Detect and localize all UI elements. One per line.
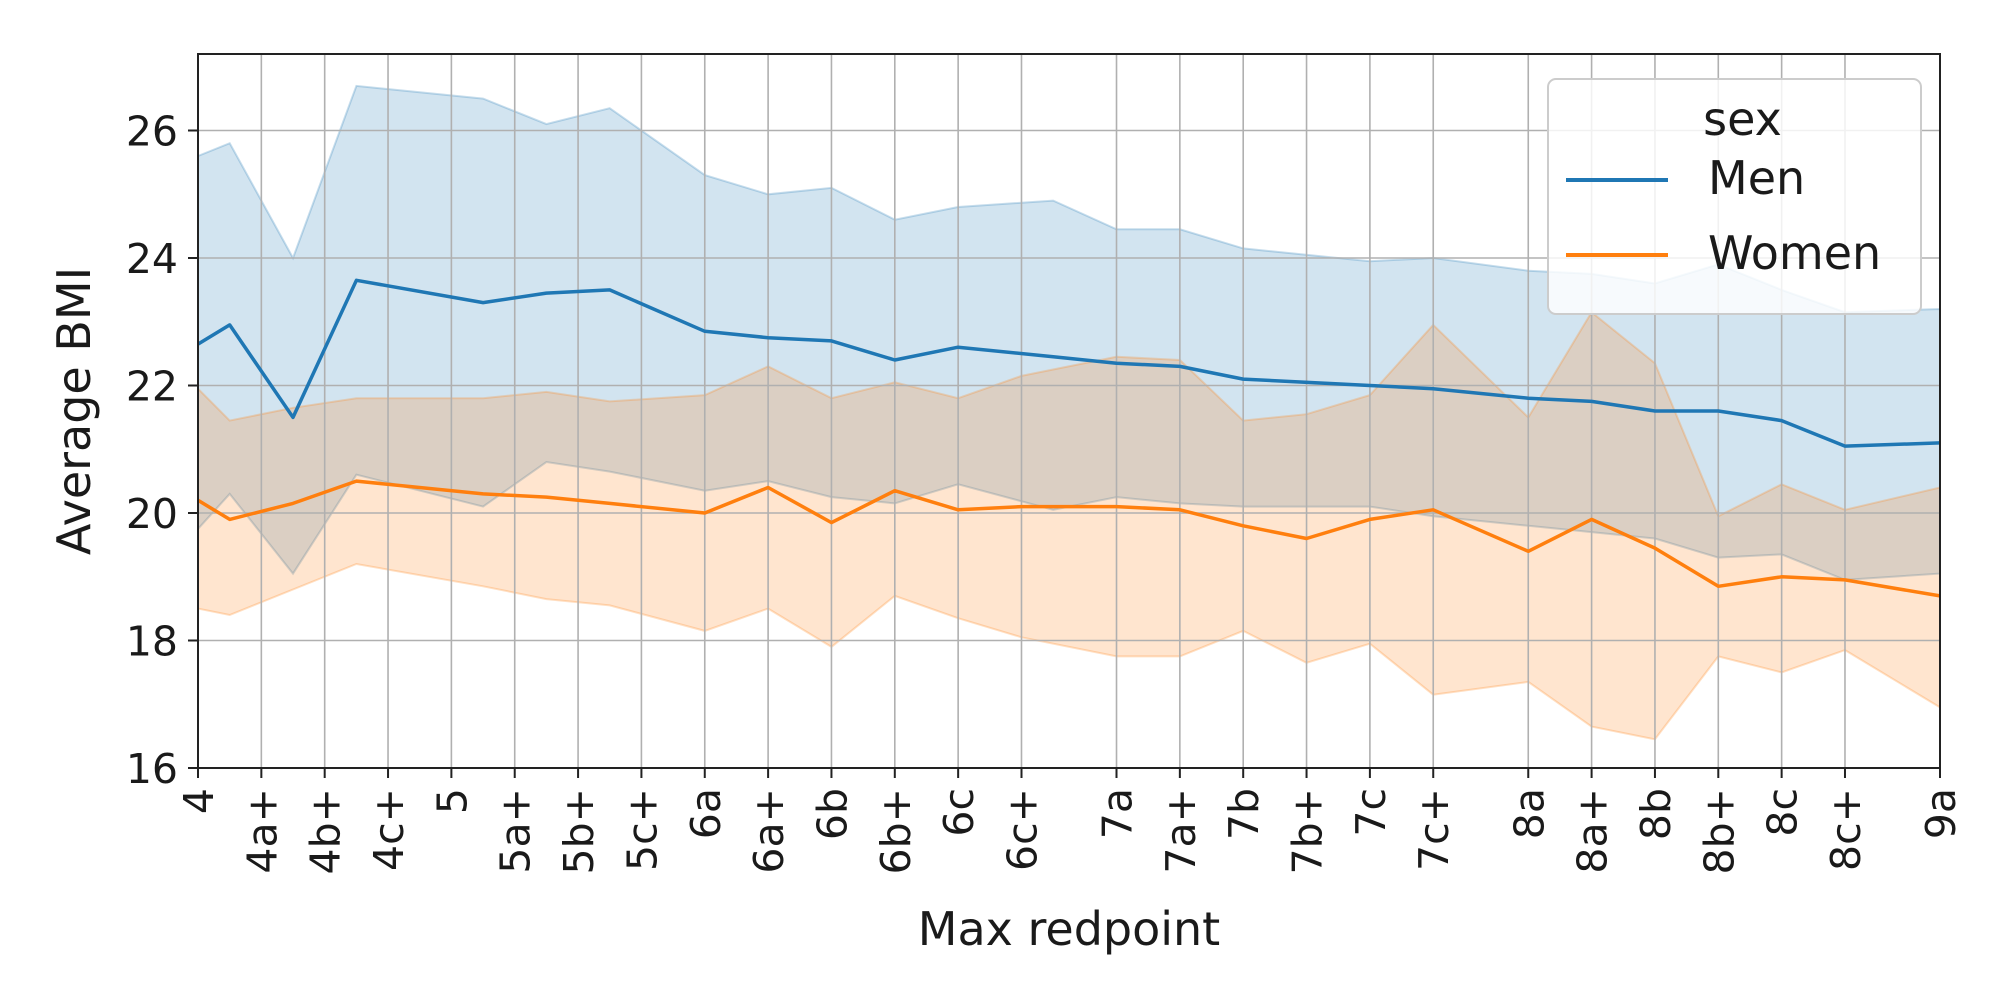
x-tick-label: 7b+ — [1284, 788, 1332, 874]
x-tick-label: 7c+ — [1410, 788, 1458, 871]
y-tick-label: 16 — [126, 745, 178, 793]
y-tick-label: 26 — [126, 108, 178, 156]
x-tick-label: 8b — [1632, 788, 1680, 840]
x-tick-label: 5a+ — [492, 788, 540, 874]
legend-title: sex — [1703, 92, 1782, 146]
x-tick-label: 9a — [1917, 788, 1965, 839]
y-axis: 16 18 20 22 24 26 — [126, 108, 198, 793]
legend-label-men: Men — [1708, 151, 1805, 205]
x-tick-label: 7c — [1347, 788, 1395, 837]
x-tick-label: 7b — [1220, 788, 1268, 840]
x-tick-label: 4c+ — [365, 788, 413, 871]
legend-items: Men Women — [1566, 151, 1881, 280]
y-axis-title: Average BMI — [47, 267, 101, 555]
x-tick-label: 8b+ — [1695, 788, 1743, 874]
x-tick-label: 6c+ — [999, 788, 1047, 871]
x-tick-label: 4 — [175, 788, 223, 814]
plot-frame — [197, 53, 1941, 769]
y-tick-label: 18 — [126, 618, 178, 666]
x-tick-label: 6b — [809, 788, 857, 840]
x-tick-label: 5c+ — [618, 788, 666, 871]
y-tick-label: 22 — [126, 363, 178, 411]
legend-label-women: Women — [1708, 226, 1881, 280]
line-men — [197, 278, 1941, 448]
x-tick-label: 8a+ — [1569, 788, 1617, 874]
x-tick-label: 4a+ — [238, 788, 286, 874]
x-tick-label: 7a — [1094, 788, 1142, 839]
x-tick-label: 8c+ — [1822, 788, 1870, 871]
legend: sex Men Women — [1547, 78, 1922, 315]
x-tick-label: 6a+ — [745, 788, 793, 874]
line-women — [197, 479, 1941, 598]
x-tick-label: 7a+ — [1157, 788, 1205, 874]
y-tick-label: 24 — [126, 235, 178, 283]
x-tick-label: 5b+ — [555, 788, 603, 874]
x-tick-label: 6b+ — [872, 788, 920, 874]
x-tick-label: 8a — [1505, 788, 1553, 839]
confidence-bands — [197, 84, 1941, 741]
series-lines — [197, 278, 1941, 598]
x-tick-label: 4b+ — [302, 788, 350, 874]
y-tick-label: 20 — [126, 490, 178, 538]
x-tick-label: 8c — [1759, 788, 1807, 837]
x-axis-title: Max redpoint — [918, 902, 1220, 956]
x-tick-label: 5 — [428, 788, 476, 814]
x-tick-label: 6c — [935, 788, 983, 837]
x-axis: 4 4a+ 4b+ 4c+ 5 5a+ 5b+ 5c+ 6a 6a+ 6b 6b+ 6c 6c+ 7a 7a+… — [175, 768, 1965, 874]
x-tick-label: 6a — [682, 788, 730, 839]
